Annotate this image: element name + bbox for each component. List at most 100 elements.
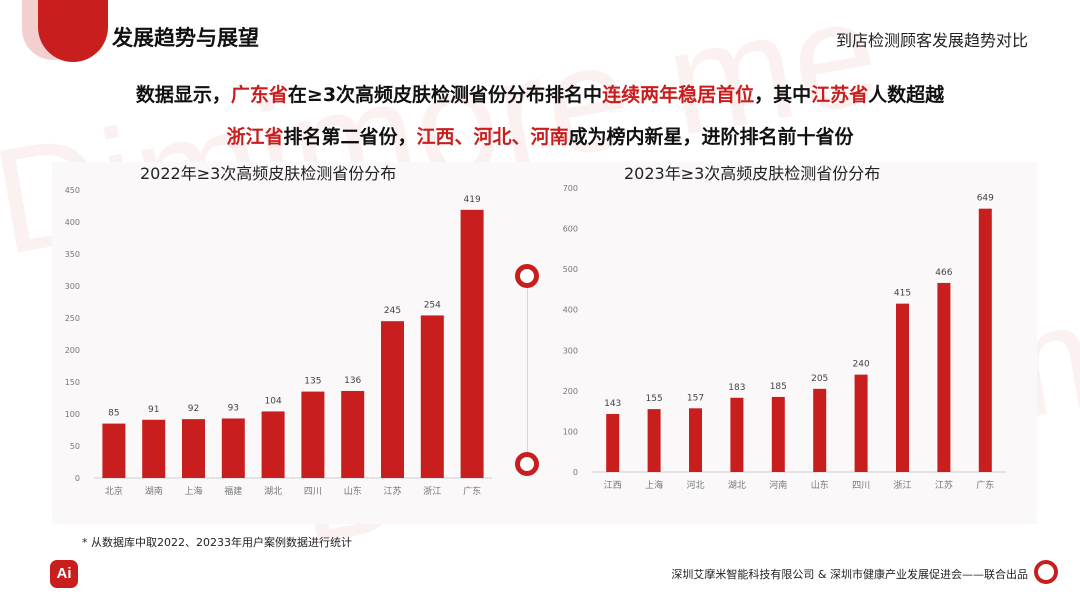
bar [142, 419, 166, 478]
x-tick-label: 北京 [105, 485, 123, 497]
x-tick-label: 湖北 [264, 486, 282, 497]
x-tick-label: 江西 [604, 480, 622, 491]
summary-line-1: 数据显示，广东省在≥3次高频皮肤检测省份分布排名中连续两年稳居首位，其中江苏省人… [0, 80, 1080, 107]
data-label: 419 [464, 195, 481, 205]
connector-line [527, 276, 528, 464]
bar-chart-2022: 0 50 100 150 200 250 300 350 400 450 85 北京 91 湖南 92 上海 9… [65, 186, 492, 497]
y-tick-label: 700 [563, 184, 578, 193]
data-label: 466 [935, 268, 952, 278]
bar [647, 409, 661, 472]
y-tick-label: 400 [563, 306, 578, 315]
x-tick-label: 上海 [645, 479, 663, 491]
connector-ring-bottom [515, 452, 539, 476]
y-tick-label: 450 [65, 186, 80, 195]
y-tick-label: 50 [70, 442, 80, 451]
x-tick-label: 四川 [852, 481, 870, 491]
line1-segment: ，其中 [754, 84, 812, 106]
company-logo: Ai [50, 560, 78, 588]
summary-line-2: 浙江省排名第二省份，江西、河北、河南成为榜内新星，进阶排名前十省份 [0, 122, 1080, 149]
credit-text: 深圳艾摩米智能科技有限公司 & 深圳市健康产业发展促进会——联合出品 [671, 568, 1028, 581]
bar [460, 209, 484, 478]
chart-panel [52, 162, 1037, 524]
data-label: 245 [384, 306, 401, 316]
bar [606, 413, 620, 472]
y-tick-label: 350 [65, 250, 80, 259]
data-label: 136 [344, 376, 361, 386]
y-tick-label: 500 [563, 265, 578, 274]
data-label: 254 [424, 300, 441, 310]
x-tick-label: 江苏 [383, 485, 401, 497]
chart-2022-title: 2022年≥3次高频皮肤检测省份分布 [140, 164, 397, 183]
x-tick-label: 江苏 [935, 479, 953, 491]
line2-segment: 江西、河北、河南 [416, 126, 569, 148]
x-tick-label: 河南 [769, 479, 787, 491]
footnote: * 从数据库中取2022、20233年用户案例数据进行统计 [82, 536, 352, 549]
data-label: 91 [148, 405, 159, 415]
y-tick-label: 300 [65, 282, 80, 291]
y-tick-label: 600 [563, 225, 578, 234]
bar [182, 419, 205, 478]
ring-icon [1034, 560, 1058, 584]
bar [771, 396, 785, 472]
data-label: 649 [977, 194, 994, 204]
bar-chart-2023: 0 100 200 300 400 500 600 700 143 江西 155 上海 157 河北 183… [563, 184, 1006, 491]
y-tick-label: 250 [65, 314, 80, 323]
data-label: 205 [811, 374, 828, 384]
x-tick-label: 山东 [344, 485, 362, 497]
data-label: 185 [770, 382, 787, 392]
bar [341, 390, 365, 478]
x-tick-label: 湖南 [145, 485, 163, 497]
bar [689, 408, 702, 472]
x-tick-label: 上海 [184, 485, 202, 497]
data-label: 104 [265, 396, 282, 406]
data-label: 143 [604, 399, 621, 409]
x-tick-label: 山东 [811, 479, 829, 491]
bar [261, 411, 285, 478]
y-tick-label: 300 [563, 346, 578, 355]
bar [102, 423, 126, 478]
line2-segment: 排名第二省份， [283, 126, 417, 148]
line1-segment: 广东省 [230, 84, 288, 106]
y-tick-label: 0 [75, 474, 80, 483]
bar [854, 374, 868, 472]
bar [978, 208, 992, 472]
data-label: 135 [304, 377, 321, 387]
line1-segment: 在≥3次高频皮肤检测省份分布排名中 [287, 84, 603, 106]
y-tick-label: 200 [65, 346, 80, 355]
data-label: 92 [188, 404, 199, 414]
section-subtitle: 到店检测顾客发展趋势对比 [835, 31, 1028, 50]
x-tick-label: 浙江 [893, 479, 911, 491]
data-label: 85 [108, 409, 119, 419]
bar [813, 388, 827, 472]
bar [420, 315, 444, 478]
line2-segment: 浙江省 [226, 126, 284, 148]
line1-segment: 连续两年稳居首位 [602, 84, 755, 106]
x-tick-label: 湖北 [728, 480, 746, 491]
x-tick-label: 广东 [976, 479, 994, 491]
data-label: 240 [853, 360, 870, 370]
decorative-semicircle [38, 0, 108, 62]
bar [301, 391, 325, 478]
data-label: 157 [687, 393, 704, 403]
bar [221, 418, 245, 478]
y-tick-label: 150 [65, 378, 80, 387]
data-label: 415 [894, 289, 911, 299]
line2-segment: 成为榜内新星，进阶排名前十省份 [568, 126, 854, 148]
bar [896, 303, 909, 472]
y-tick-label: 0 [573, 468, 578, 477]
line1-segment: 数据显示， [135, 84, 231, 106]
x-tick-label: 广东 [463, 485, 481, 497]
y-tick-label: 100 [563, 427, 578, 436]
bar [730, 397, 744, 472]
page-title: 发展趋势与展望 [112, 26, 259, 50]
bar [381, 321, 404, 478]
x-tick-label: 河北 [686, 479, 704, 491]
y-tick-label: 100 [65, 410, 80, 419]
bar [937, 282, 951, 472]
x-tick-label: 四川 [304, 487, 322, 497]
line1-segment: 江苏省 [811, 84, 869, 106]
chart-2023-title: 2023年≥3次高频皮肤检测省份分布 [624, 164, 881, 183]
y-tick-label: 400 [65, 218, 80, 227]
y-tick-label: 200 [563, 387, 578, 396]
connector-ring-top [515, 264, 539, 288]
